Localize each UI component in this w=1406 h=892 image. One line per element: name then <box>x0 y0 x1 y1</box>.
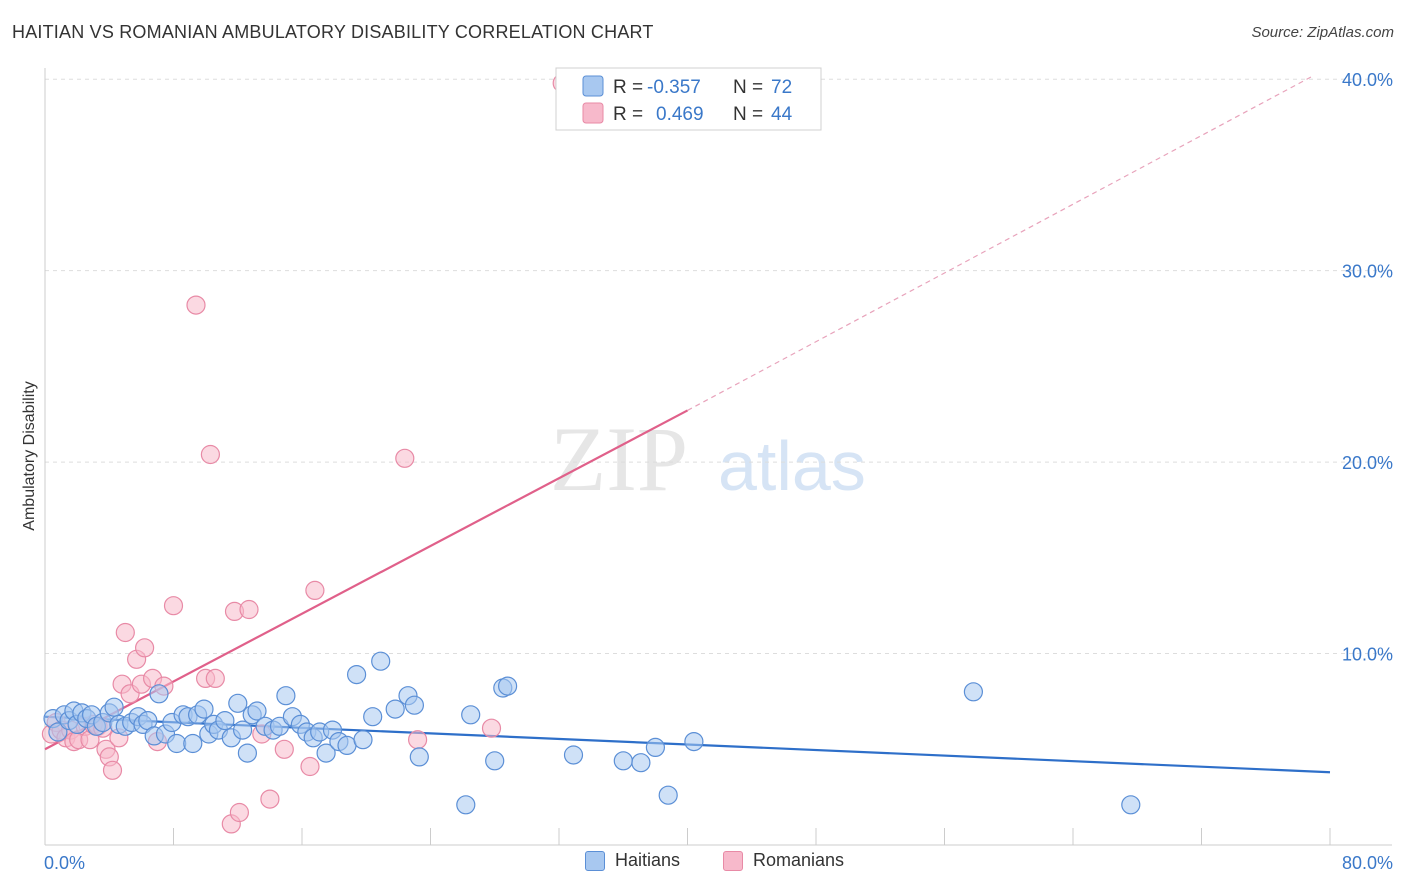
point-haitian-67 <box>631 753 651 773</box>
correlation-legend: R = -0.357 N = 72 R = 0.469 N = 44 <box>555 67 822 131</box>
point-haitian-41 <box>269 716 290 736</box>
point-haitian-42 <box>276 686 296 706</box>
point-haitian-51 <box>337 735 357 756</box>
point-haitian-70 <box>684 731 704 752</box>
legend-swatch-haitians <box>582 75 604 97</box>
legend-item-romanians: Romanians <box>723 850 844 871</box>
point-haitian-28 <box>194 699 214 719</box>
legend-r-label-romanians: R = <box>613 104 643 125</box>
point-haitian-52 <box>347 664 367 685</box>
legend-label-haitians: Haitians <box>615 850 681 870</box>
point-haitian-48 <box>316 743 336 763</box>
point-haitian-20 <box>149 684 169 704</box>
point-romanian-14 <box>102 760 123 780</box>
point-haitian-23 <box>167 733 187 754</box>
point-haitian-71 <box>963 682 984 702</box>
legend-label-romanians: Romanians <box>753 850 845 870</box>
trend-line-romanians-extension <box>687 74 1315 411</box>
legend-n-label-haitians: N = <box>733 77 763 98</box>
point-romanian-28 <box>200 444 220 465</box>
point-haitian-65 <box>563 745 584 765</box>
watermark-zip: ZIP <box>550 408 688 510</box>
point-haitian-55 <box>371 651 391 671</box>
point-haitian-69 <box>658 785 678 805</box>
point-haitian-64 <box>498 676 518 696</box>
point-haitian-1 <box>48 722 68 742</box>
point-haitian-53 <box>353 730 373 750</box>
y-tick-labels: 10.0% 20.0% 30.0% 40.0% <box>1342 70 1393 664</box>
point-romanian-39 <box>395 448 415 468</box>
legend-n-value-romanians: 44 <box>771 104 793 125</box>
point-haitian-66 <box>613 751 633 771</box>
point-haitian-56 <box>385 699 405 719</box>
point-haitian-26 <box>183 733 203 754</box>
y-tick-label-1: 20.0% <box>1342 453 1393 473</box>
legend-r-value-romanians: 0.469 <box>656 104 704 125</box>
legend-r-value-haitians: -0.357 <box>647 77 701 98</box>
point-haitian-12 <box>104 697 124 717</box>
point-romanian-41 <box>481 718 502 738</box>
point-haitian-72 <box>1121 795 1141 815</box>
point-haitian-36 <box>237 743 257 763</box>
point-haitian-60 <box>456 795 476 815</box>
point-romanian-37 <box>300 756 320 777</box>
point-haitian-32 <box>215 710 235 731</box>
chart-title: HAITIAN VS ROMANIAN AMBULATORY DISABILIT… <box>12 22 654 42</box>
point-romanian-40 <box>408 730 428 750</box>
point-haitian-61 <box>461 705 481 725</box>
point-haitian-58 <box>404 695 424 715</box>
point-romanian-33 <box>239 599 259 620</box>
y-tick-label-0: 10.0% <box>1342 645 1393 665</box>
point-haitian-34 <box>228 693 248 713</box>
legend-swatch-romanians <box>582 102 604 124</box>
point-haitian-68 <box>645 737 666 758</box>
point-haitian-62 <box>485 751 505 771</box>
point-romanian-29 <box>205 668 225 689</box>
x-tick-labels: 0.0% 80.0% <box>44 853 1393 873</box>
legend-n-value-haitians: 72 <box>771 77 792 98</box>
point-haitian-59 <box>409 747 429 767</box>
point-romanian-36 <box>274 739 294 759</box>
watermark: ZIP atlas <box>550 408 866 510</box>
x-tick-label-1: 80.0% <box>1342 853 1393 873</box>
legend-r-label-haitians: R = <box>613 77 643 98</box>
gridlines <box>45 78 1392 655</box>
legend-n-label-romanians: N = <box>733 104 763 125</box>
legend-swatch-romanians-bottom <box>723 850 743 871</box>
trend-line-romanians <box>44 409 689 751</box>
watermark-atlas: atlas <box>718 427 866 505</box>
legend-swatch-haitians-bottom <box>585 850 605 871</box>
point-romanian-25 <box>163 596 184 616</box>
point-haitian-54 <box>363 707 383 727</box>
data-points <box>41 73 1141 834</box>
point-haitian-35 <box>233 720 253 740</box>
point-romanian-21 <box>135 638 155 658</box>
y-axis-label: Ambulatory Disability <box>21 381 38 530</box>
point-romanian-17 <box>115 622 135 643</box>
x-tick-label-0: 0.0% <box>44 853 85 873</box>
point-romanian-32 <box>229 802 249 823</box>
point-romanian-26 <box>186 295 206 315</box>
point-romanian-35 <box>260 789 280 809</box>
y-tick-label-3: 40.0% <box>1342 70 1393 90</box>
source-credit: Source: ZipAtlas.com <box>1251 24 1394 41</box>
point-haitian-38 <box>247 701 267 721</box>
point-romanian-38 <box>305 580 325 601</box>
legend-item-haitians: Haitians <box>585 850 680 871</box>
y-tick-label-2: 30.0% <box>1342 262 1393 282</box>
